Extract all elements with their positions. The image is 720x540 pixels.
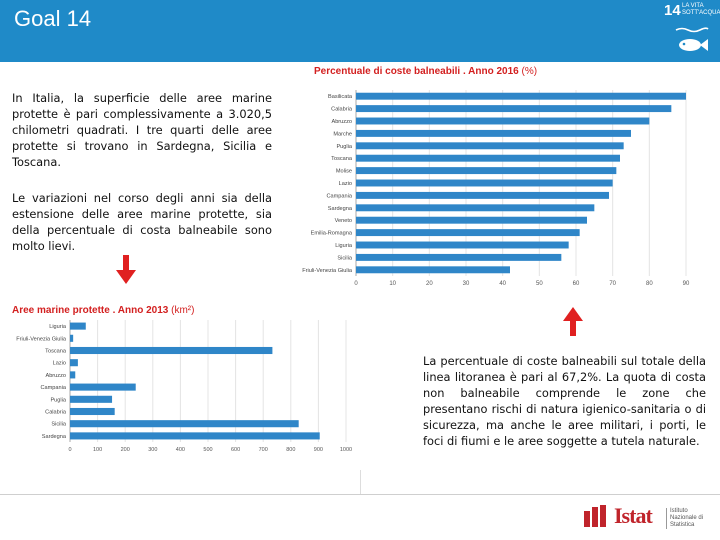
aree-x-tick-label: 100 (93, 447, 102, 453)
page-title: Goal 14 (14, 6, 92, 31)
fish-icon (675, 27, 709, 51)
coste-category-label: Puglia (336, 144, 352, 150)
coste-x-tick-label: 0 (354, 281, 358, 287)
aree-bar (70, 383, 136, 391)
coste-x-tick-label: 90 (683, 281, 690, 287)
coste-bar (356, 154, 620, 162)
istat-logo-word: Istat (614, 503, 653, 528)
chart-aree-title: Aree marine protette . Anno 2013 (km²) (12, 305, 194, 316)
aree-x-tick-label: 400 (176, 447, 185, 453)
coste-category-label: Calabria (331, 107, 353, 113)
aree-bar (70, 346, 273, 355)
footer-separator (360, 470, 361, 494)
aree-category-label: Toscana (45, 348, 67, 354)
sdg-badge: 14 LA VITA SOTT'ACQUA (660, 0, 720, 62)
aree-bar (70, 432, 320, 440)
aree-x-tick-label: 200 (121, 447, 130, 453)
coste-x-tick-label: 10 (389, 281, 396, 287)
aree-bar (70, 395, 113, 403)
arrow-up-icon (563, 307, 583, 336)
coste-bar (356, 105, 672, 113)
coste-category-label: Basilicata (328, 94, 353, 100)
chart-coste-balneabili: 0 10 20 30 40 50 60 70 80 90 Basilicata Calabria Abr… (302, 90, 690, 287)
coste-x-tick-label: 20 (426, 281, 433, 287)
paragraph-aree-protette: In Italia, la superficie delle aree mari… (12, 91, 272, 169)
istat-logo: Istat Istituto Nazionale di Statistica (584, 503, 710, 531)
chart-coste-title-text: Percentuale di coste balneabili . Anno 2… (314, 66, 519, 77)
istat-logo-icon (584, 505, 606, 527)
aree-category-label: Liguria (49, 324, 67, 330)
coste-bar (356, 216, 587, 224)
aree-category-label: Campania (41, 385, 67, 391)
chart-aree-title-text: Aree marine protette . Anno 2013 (12, 305, 169, 316)
chart-aree-title-unit: (km²) (171, 305, 195, 316)
coste-bar (356, 129, 631, 137)
coste-category-label: Molise (336, 169, 352, 175)
coste-bar (356, 266, 510, 274)
aree-x-tick-label: 700 (259, 447, 268, 453)
coste-x-tick-label: 30 (463, 281, 470, 287)
coste-x-tick-label: 50 (536, 281, 543, 287)
coste-category-label: Friuli-Venezia Giulia (302, 268, 353, 274)
sdg-label: LA VITA SOTT'ACQUA (682, 3, 720, 16)
aree-category-label: Lazio (53, 361, 66, 367)
aree-category-label: Friuli-Venezia Giulia (16, 336, 67, 342)
chart-coste-title-unit: (%) (521, 66, 538, 77)
coste-bar (356, 229, 580, 237)
coste-x-tick-label: 80 (646, 281, 653, 287)
coste-x-tick-label: 60 (573, 281, 580, 287)
coste-bar (356, 253, 562, 261)
coste-category-label: Sicilia (337, 255, 352, 261)
coste-category-label: Toscana (331, 156, 353, 162)
arrow-down-icon (116, 255, 136, 284)
coste-x-tick-label: 40 (499, 281, 506, 287)
chart-aree-marine: 0 100 200 300 400 500 600 700 800 900 1000 Liguria F… (16, 320, 352, 453)
coste-bar (356, 179, 613, 187)
aree-bar (70, 407, 115, 416)
coste-bar (356, 117, 650, 125)
coste-x-tick-label: 70 (609, 281, 616, 287)
aree-category-label: Sicilia (51, 422, 66, 428)
paragraph-variazioni: Le variazioni nel corso degli anni sia d… (12, 191, 272, 253)
coste-category-label: Liguria (335, 243, 353, 249)
aree-x-tick-label: 1000 (340, 447, 352, 453)
coste-category-label: Veneto (335, 218, 352, 224)
coste-bar (356, 92, 686, 100)
aree-category-label: Abruzzo (45, 373, 66, 379)
sdg-number: 14 (664, 2, 681, 19)
coste-category-label: Emilia-Romagna (311, 231, 353, 237)
coste-category-label: Sardegna (328, 206, 353, 212)
coste-bar (356, 241, 569, 249)
aree-category-label: Puglia (50, 397, 66, 403)
coste-category-label: Abruzzo (331, 119, 352, 125)
coste-category-label: Campania (327, 193, 353, 199)
aree-x-tick-label: 500 (203, 447, 212, 453)
aree-bar (70, 359, 78, 367)
coste-bar (356, 204, 595, 212)
chart-coste-title: Percentuale di coste balneabili . Anno 2… (314, 66, 537, 77)
aree-bar (70, 371, 76, 379)
istat-logo-subtitle: Istituto Nazionale di Statistica (666, 508, 710, 529)
aree-x-tick-label: 0 (68, 447, 71, 453)
coste-bar (356, 167, 617, 175)
coste-category-label: Lazio (339, 181, 352, 187)
aree-category-label: Sardegna (42, 434, 67, 440)
aree-bar (70, 322, 86, 330)
footer-divider (0, 494, 720, 495)
coste-bar (356, 191, 609, 199)
coste-category-label: Marche (333, 131, 352, 137)
coste-bar (356, 142, 624, 150)
paragraph-coste-balneabili: La percentuale di coste balneabili sul t… (423, 354, 706, 448)
aree-x-tick-label: 600 (231, 447, 240, 453)
aree-category-label: Calabria (45, 409, 67, 415)
aree-bar (70, 420, 299, 428)
header-bar: Goal 14 14 LA VITA SOTT'ACQUA (0, 0, 720, 62)
aree-x-tick-label: 900 (314, 447, 323, 453)
aree-x-tick-label: 300 (148, 447, 157, 453)
aree-bar (70, 334, 74, 342)
aree-x-tick-label: 800 (286, 447, 295, 453)
